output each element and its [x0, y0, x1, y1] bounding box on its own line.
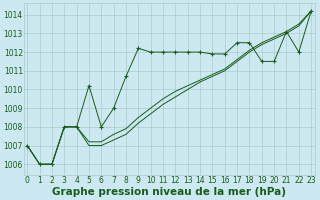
- X-axis label: Graphe pression niveau de la mer (hPa): Graphe pression niveau de la mer (hPa): [52, 187, 286, 197]
